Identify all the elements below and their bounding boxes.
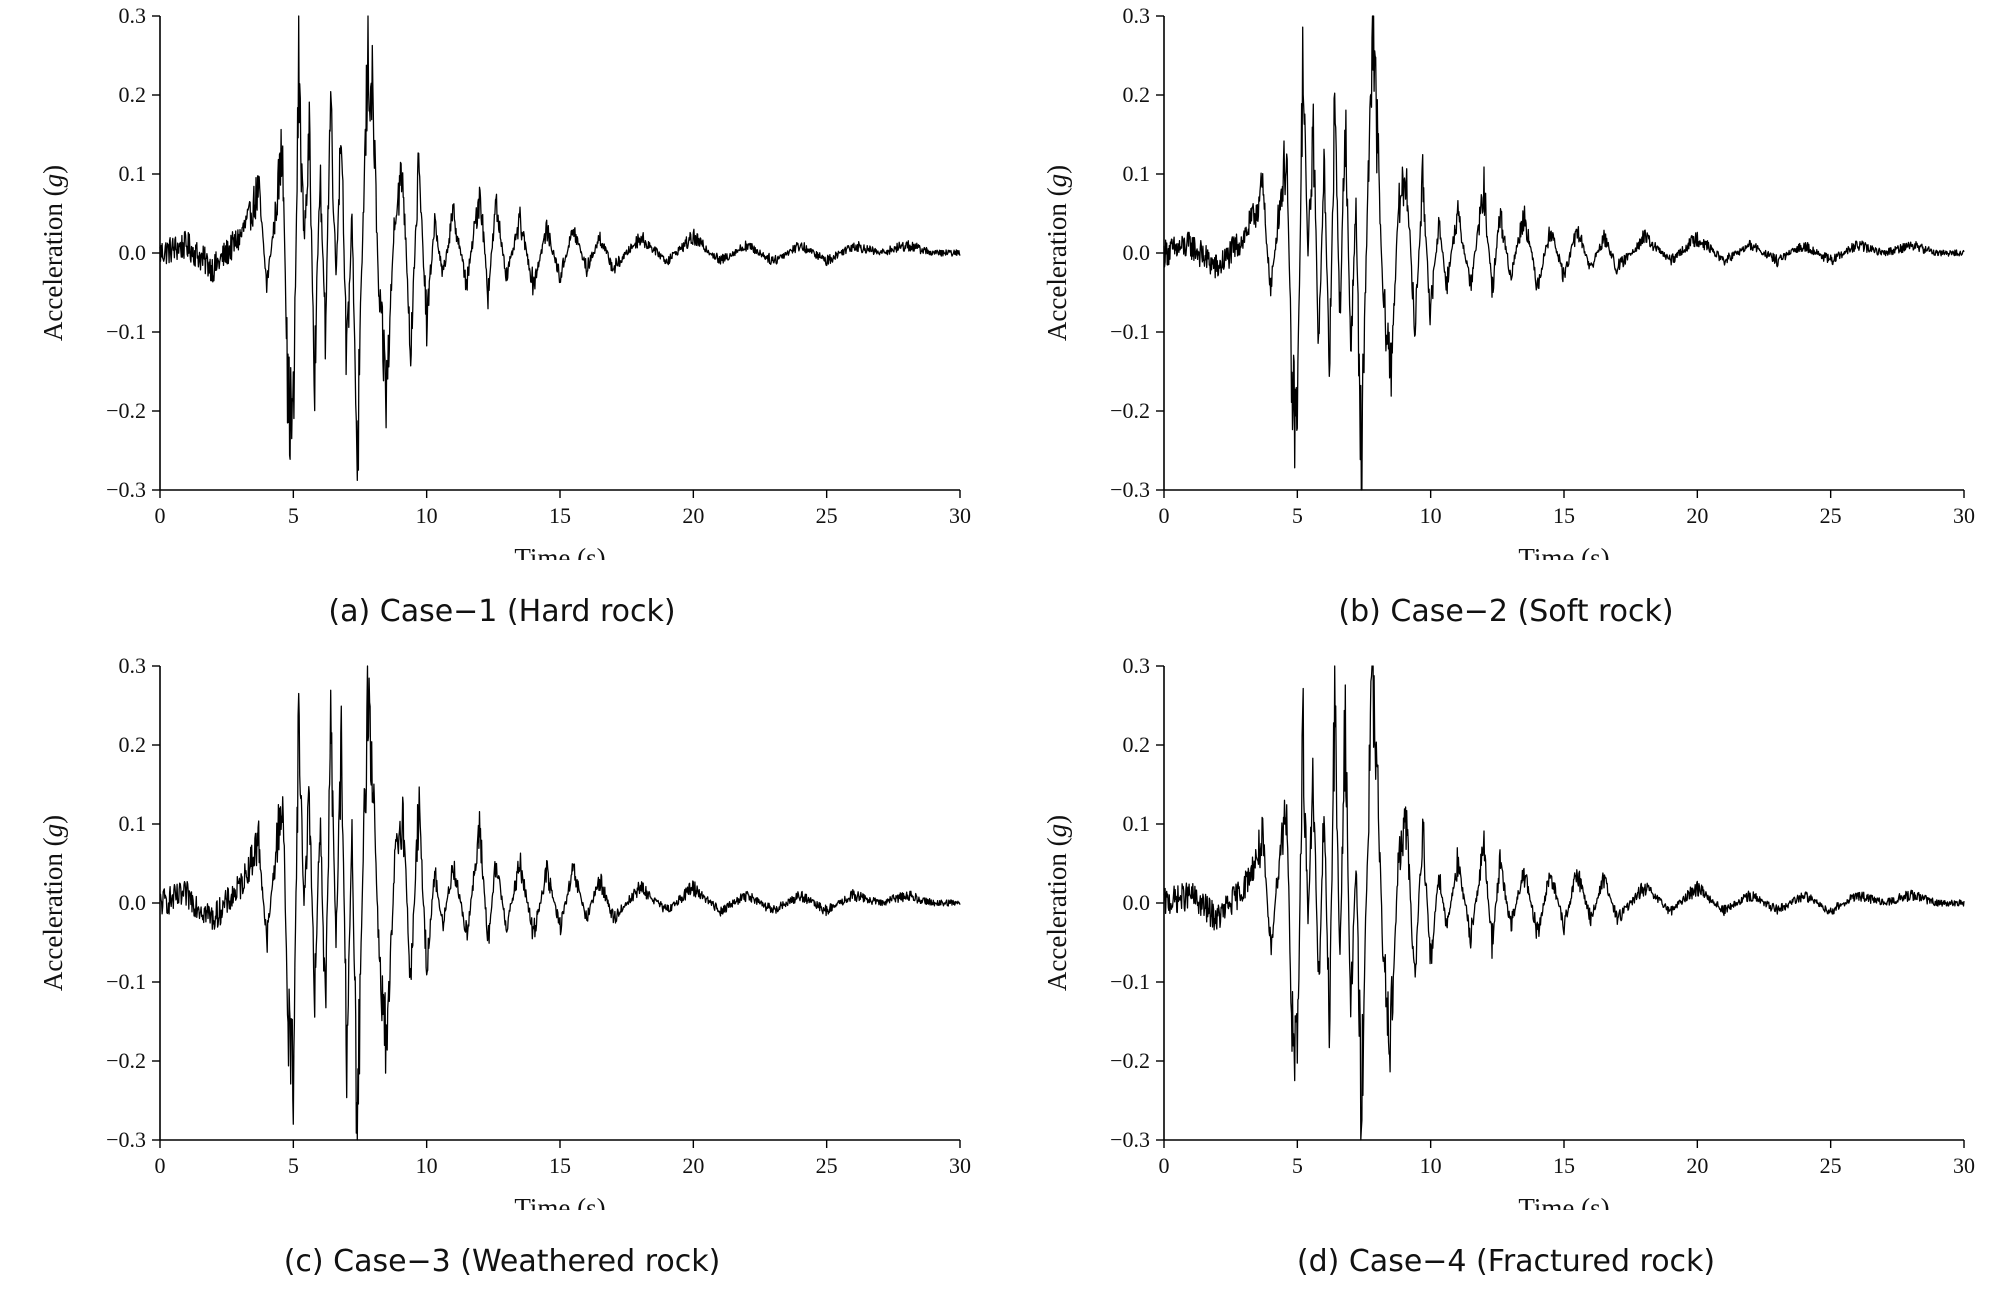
y-tick-label: 0.2: [1123, 732, 1151, 757]
y-axis-title-unit: g: [1042, 824, 1072, 838]
x-axis-title: Time (s): [1518, 1193, 1609, 1210]
y-axis-title: Acceleration (g): [38, 815, 68, 991]
y-tick-label: −0.3: [1110, 1127, 1150, 1152]
y-tick-label: −0.2: [106, 1048, 146, 1073]
x-tick-label: 30: [1953, 503, 1975, 528]
chart-c: 0.3 0.2 0.1 0.0 −0.1 −0.2 −0.3 0 5 10 15 20 25 30 Time…: [38, 653, 971, 1210]
x-tick-label: 0: [155, 1153, 166, 1178]
x-tick-label: 20: [682, 1153, 704, 1178]
y-tick-label: −0.1: [106, 969, 146, 994]
y-tick-label: −0.3: [106, 477, 146, 502]
chart-a: 0.3 0.2 0.1 0.0 −0.1 −0.2 −0.3 0 5 10 15 20 25 30 Time…: [38, 3, 971, 560]
y-axis-title-unit: g: [38, 174, 68, 188]
x-tick-label: 25: [1820, 1153, 1842, 1178]
y-axis-title-prefix: Acceleration (: [38, 837, 68, 991]
x-tick-label: 5: [288, 1153, 299, 1178]
y-tick-label: −0.3: [106, 1127, 146, 1152]
chart-caption: (a) Case−1 (Hard rock): [328, 594, 676, 629]
y-axis-title-prefix: Acceleration (: [38, 187, 68, 341]
x-tick-label: 30: [949, 503, 971, 528]
chart-panel-a: 0.3 0.2 0.1 0.0 −0.1 −0.2 −0.3 0 5 10 15 20 25 30 Time…: [0, 0, 1004, 650]
y-axis-title-unit: g: [1042, 174, 1072, 188]
x-tick-label: 25: [1820, 503, 1842, 528]
series-line: [1163, 15, 1965, 491]
y-axis-title-unit: g: [38, 824, 68, 838]
x-tick-label: 5: [288, 503, 299, 528]
y-axis-title: Acceleration (g): [1042, 165, 1072, 341]
y-tick-label: 0.0: [119, 240, 147, 265]
y-tick-label: −0.2: [1110, 398, 1150, 423]
y-tick-label: 0.1: [119, 811, 147, 836]
x-tick-label: 0: [1159, 503, 1170, 528]
chart-d: 0.3 0.2 0.1 0.0 −0.1 −0.2 −0.3 0 5 10 15 20 25 30 Time…: [1042, 653, 1975, 1210]
x-tick-label: 15: [549, 1153, 571, 1178]
x-tick-label: 10: [1420, 503, 1442, 528]
y-axis-title-prefix: Acceleration (: [1042, 837, 1072, 991]
x-tick-label: 0: [1159, 1153, 1170, 1178]
y-tick-label: 0.3: [119, 3, 147, 28]
y-axis-title: Acceleration (g): [38, 165, 68, 341]
y-tick-label: −0.2: [1110, 1048, 1150, 1073]
x-tick-label: 15: [549, 503, 571, 528]
x-tick-label: 10: [1420, 1153, 1442, 1178]
y-tick-label: 0.2: [1123, 82, 1151, 107]
x-tick-label: 25: [816, 503, 838, 528]
chart-caption: (b) Case−2 (Soft rock): [1338, 594, 1674, 629]
x-tick-label: 25: [816, 1153, 838, 1178]
x-tick-label: 30: [1953, 1153, 1975, 1178]
x-tick-label: 20: [1686, 503, 1708, 528]
x-tick-label: 0: [155, 503, 166, 528]
y-tick-label: −0.2: [106, 398, 146, 423]
y-tick-label: 0.1: [119, 161, 147, 186]
chart-panel-c: 0.3 0.2 0.1 0.0 −0.1 −0.2 −0.3 0 5 10 15 20 25 30 Time…: [0, 650, 1004, 1301]
y-axis-title-suffix: ): [38, 815, 68, 824]
y-tick-label: 0.1: [1123, 161, 1151, 186]
y-tick-label: −0.3: [1110, 477, 1150, 502]
y-tick-label: 0.1: [1123, 811, 1151, 836]
x-tick-label: 30: [949, 1153, 971, 1178]
y-tick-label: 0.2: [119, 82, 147, 107]
x-tick-label: 10: [416, 503, 438, 528]
y-tick-label: 0.0: [119, 890, 147, 915]
x-tick-label: 10: [416, 1153, 438, 1178]
y-axis-title-prefix: Acceleration (: [1042, 187, 1072, 341]
y-tick-label: 0.3: [119, 653, 147, 678]
x-tick-label: 15: [1553, 1153, 1575, 1178]
chart-b: 0.3 0.2 0.1 0.0 −0.1 −0.2 −0.3 0 5 10 15 20 25 30 Time…: [1042, 3, 1975, 560]
y-tick-label: −0.1: [106, 319, 146, 344]
y-axis-title: Acceleration (g): [1042, 815, 1072, 991]
chart-panel-d: 0.3 0.2 0.1 0.0 −0.1 −0.2 −0.3 0 5 10 15 20 25 30 Time…: [1004, 650, 2008, 1301]
x-tick-label: 20: [682, 503, 704, 528]
y-tick-label: −0.1: [1110, 319, 1150, 344]
y-axis-title-suffix: ): [1042, 815, 1072, 824]
series-line: [159, 665, 961, 1141]
y-axis-title-suffix: ): [1042, 165, 1072, 174]
x-axis-title: Time (s): [514, 543, 605, 560]
y-tick-label: 0.0: [1123, 890, 1151, 915]
y-tick-label: 0.3: [1123, 653, 1151, 678]
x-tick-label: 20: [1686, 1153, 1708, 1178]
y-tick-label: 0.3: [1123, 3, 1151, 28]
chart-caption: (d) Case−4 (Fractured rock): [1296, 1244, 1716, 1279]
x-tick-label: 15: [1553, 503, 1575, 528]
series-line: [159, 15, 961, 482]
x-tick-label: 5: [1292, 1153, 1303, 1178]
y-tick-label: −0.1: [1110, 969, 1150, 994]
y-axis-title-suffix: ): [38, 165, 68, 174]
chart-panel-b: 0.3 0.2 0.1 0.0 −0.1 −0.2 −0.3 0 5 10 15 20 25 30 Time…: [1004, 0, 2008, 650]
x-axis-title: Time (s): [514, 1193, 605, 1210]
series-line: [1163, 665, 1965, 1141]
y-tick-label: 0.2: [119, 732, 147, 757]
x-tick-label: 5: [1292, 503, 1303, 528]
y-tick-label: 0.0: [1123, 240, 1151, 265]
chart-caption: (c) Case−3 (Weathered rock): [283, 1244, 721, 1279]
x-axis-title: Time (s): [1518, 543, 1609, 560]
